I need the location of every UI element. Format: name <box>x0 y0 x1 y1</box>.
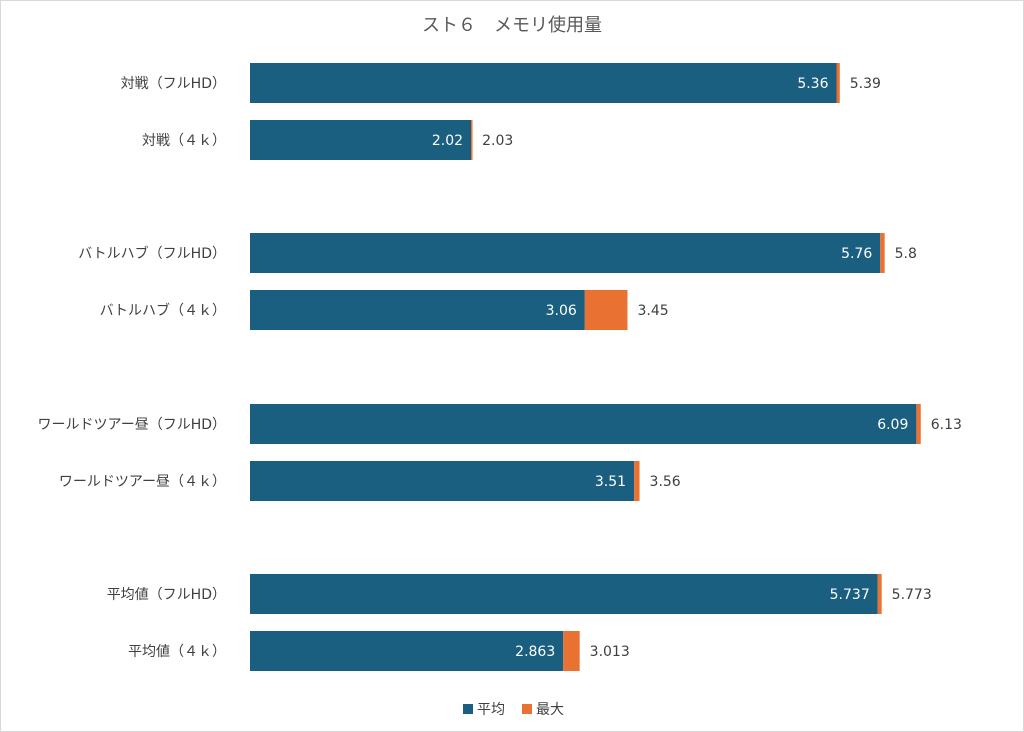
bars-layer: 対戦（フルHD） 5.36 5.39 対戦（４ｋ） 2.02 2.03 バトルハブ（フルHD… <box>38 63 962 671</box>
data-label-maximum: 2.03 <box>482 133 513 149</box>
bar-average <box>250 461 635 501</box>
bar-row: バトルハブ（４ｋ） 3.06 3.45 <box>100 290 669 330</box>
bar-row: ワールドツアー昼（４ｋ） 3.51 3.56 <box>59 461 681 501</box>
data-label-maximum: 5.773 <box>892 587 932 603</box>
category-label: バトルハブ（４ｋ） <box>100 302 226 319</box>
bar-maximum <box>563 631 580 671</box>
bar-average <box>250 233 881 273</box>
bar-row: 対戦（４ｋ） 2.02 2.03 <box>142 120 513 160</box>
category-label: ワールドツアー昼（４ｋ） <box>59 474 226 490</box>
data-label-average: 5.36 <box>797 76 828 92</box>
legend-label-max: 最大 <box>536 702 564 718</box>
data-label-maximum: 6.13 <box>931 417 962 433</box>
legend-swatch-max <box>522 704 532 714</box>
data-label-maximum: 3.013 <box>590 644 630 660</box>
bar-maximum <box>836 63 840 103</box>
bar-row: バトルハブ（フルHD） 5.76 5.8 <box>78 233 917 273</box>
data-label-maximum: 5.39 <box>850 76 881 92</box>
bar-average <box>250 574 878 614</box>
bar-maximum <box>634 461 640 501</box>
data-label-average: 6.09 <box>877 417 908 433</box>
bar-maximum <box>880 233 885 273</box>
data-label-average: 3.06 <box>546 303 577 319</box>
category-label: 対戦（４ｋ） <box>142 133 226 149</box>
data-label-maximum: 5.8 <box>895 246 917 262</box>
bar-maximum <box>877 574 882 614</box>
legend-swatch-avg <box>463 704 473 714</box>
data-label-average: 2.863 <box>515 644 555 660</box>
bar-row: 対戦（フルHD） 5.36 5.39 <box>121 63 881 103</box>
data-label-average: 2.02 <box>432 133 463 149</box>
data-label-average: 5.76 <box>841 246 872 262</box>
category-label: 平均値（フルHD） <box>107 587 226 603</box>
data-label-maximum: 3.45 <box>638 303 669 319</box>
legend-label-avg: 平均 <box>477 702 505 718</box>
category-label: バトルハブ（フルHD） <box>78 245 226 262</box>
bar-average <box>250 631 564 671</box>
bar-average <box>250 404 917 444</box>
bar-average <box>250 63 837 103</box>
legend: 平均 最大 <box>463 702 564 718</box>
bar-row: ワールドツアー昼（フルHD） 6.09 6.13 <box>38 404 962 444</box>
bar-maximum <box>916 404 921 444</box>
bar-row: 平均値（フルHD） 5.737 5.773 <box>107 574 932 614</box>
bar-average <box>250 290 585 330</box>
category-label: ワールドツアー昼（フルHD） <box>38 417 226 433</box>
bar-maximum <box>584 290 628 330</box>
category-label: 対戦（フルHD） <box>121 76 226 92</box>
bar-average <box>250 120 472 160</box>
bar-row: 平均値（４ｋ） 2.863 3.013 <box>128 631 630 671</box>
data-label-maximum: 3.56 <box>650 474 681 490</box>
data-label-average: 5.737 <box>830 587 870 603</box>
category-label: 平均値（４ｋ） <box>128 644 226 660</box>
bar-maximum <box>471 120 473 160</box>
data-label-average: 3.51 <box>595 474 626 490</box>
chart-title: スト６ メモリ使用量 <box>422 15 602 36</box>
